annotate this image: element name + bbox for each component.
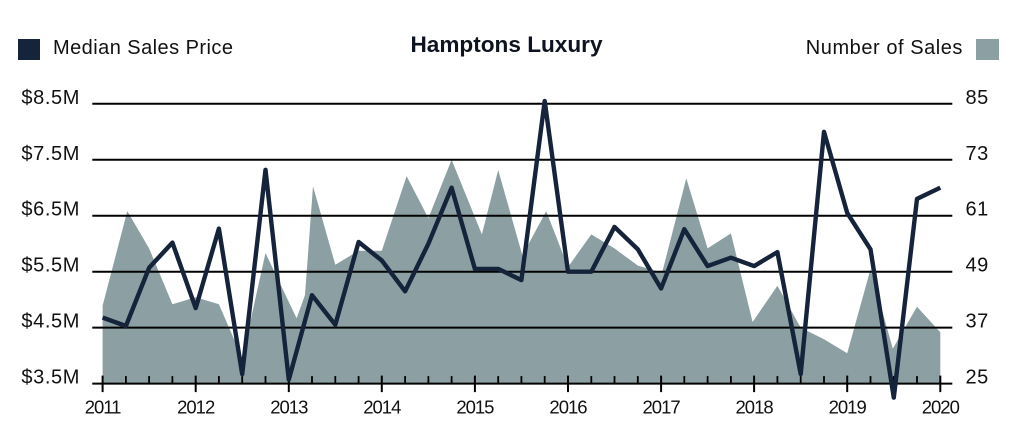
- svg-text:61: 61: [966, 199, 989, 221]
- svg-text:2018: 2018: [736, 397, 774, 418]
- svg-text:2020: 2020: [922, 397, 960, 418]
- svg-text:$7.5M: $7.5M: [21, 143, 80, 165]
- svg-text:2012: 2012: [177, 397, 215, 418]
- svg-text:$5.5M: $5.5M: [21, 255, 80, 277]
- svg-text:2017: 2017: [643, 397, 681, 418]
- svg-text:$3.5M: $3.5M: [21, 367, 80, 389]
- svg-text:$6.5M: $6.5M: [21, 199, 80, 221]
- svg-text:25: 25: [966, 367, 989, 389]
- svg-text:$8.5M: $8.5M: [21, 87, 80, 109]
- svg-text:2013: 2013: [270, 397, 308, 418]
- svg-text:$4.5M: $4.5M: [21, 311, 80, 333]
- svg-text:37: 37: [966, 311, 989, 333]
- svg-text:73: 73: [966, 143, 989, 165]
- svg-text:2014: 2014: [363, 397, 401, 418]
- svg-text:2016: 2016: [549, 397, 587, 418]
- svg-text:2011: 2011: [85, 397, 121, 418]
- svg-text:49: 49: [966, 255, 989, 277]
- svg-text:2019: 2019: [829, 397, 867, 418]
- svg-text:2015: 2015: [456, 397, 494, 418]
- svg-text:85: 85: [966, 87, 989, 109]
